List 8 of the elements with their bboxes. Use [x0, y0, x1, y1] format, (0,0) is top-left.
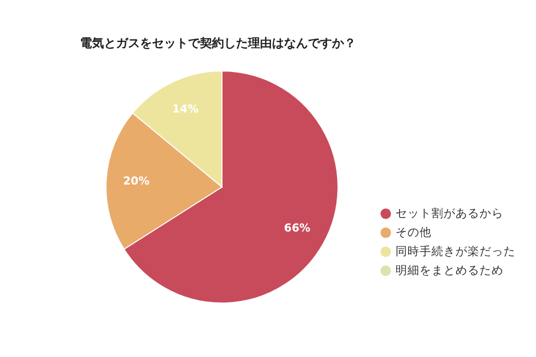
data-label: 66%	[284, 221, 310, 234]
legend-label: セット割があるから	[396, 206, 504, 220]
legend-label: 明細をまとめるため	[396, 262, 504, 277]
legend-label: 同時手続きが楽だった	[396, 244, 516, 258]
data-label: 14%	[172, 102, 199, 116]
data-label: 20%	[123, 174, 150, 188]
legend-label: その他	[396, 224, 432, 239]
chart-title: 電気とガスをセットで契約した理由はなんですか？	[80, 36, 356, 50]
